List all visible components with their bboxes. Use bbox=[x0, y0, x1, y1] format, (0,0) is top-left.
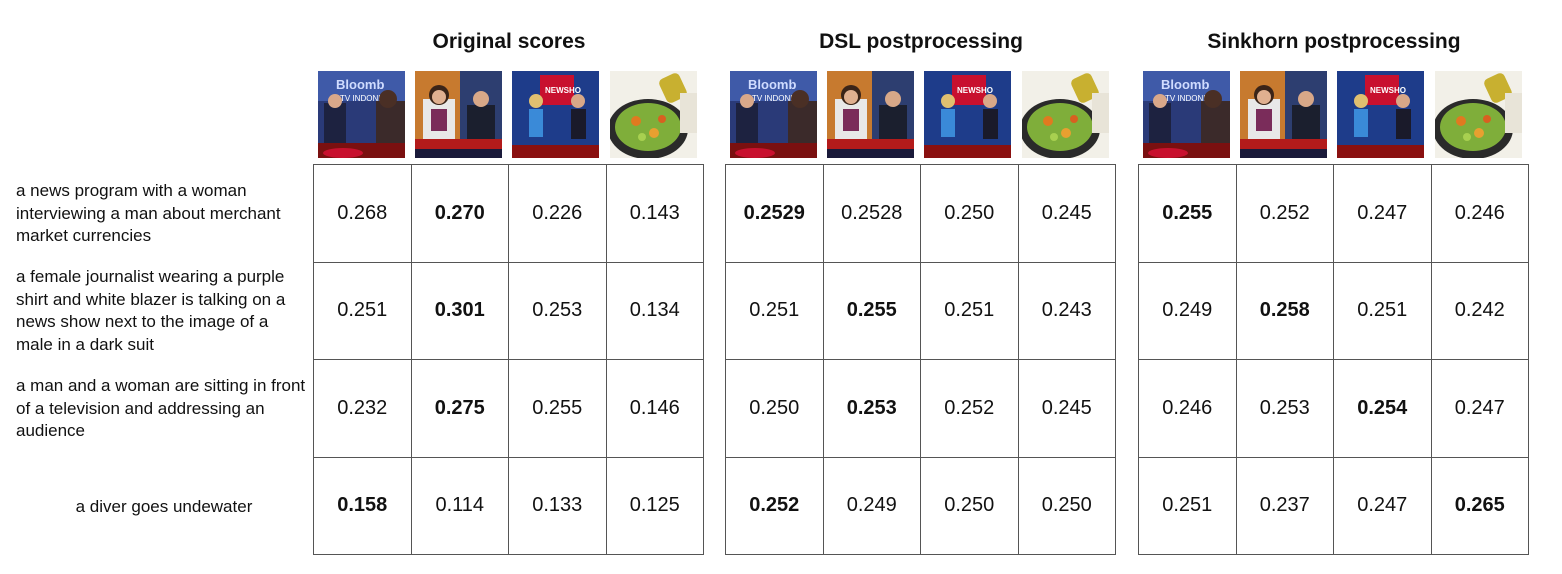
bloomberg-news-thumbnail: Bloomb TV INDONESI bbox=[730, 71, 817, 158]
score-cell: 0.253 bbox=[1236, 360, 1334, 458]
score-cell: 0.255 bbox=[509, 360, 607, 458]
score-cell: 0.252 bbox=[921, 360, 1019, 458]
score-grid: 0.268 0.270 0.226 0.143 0.251 0.301 0.253 0.134… bbox=[313, 164, 704, 555]
caption-row-2: a female journalist wearing a purple shi… bbox=[16, 267, 286, 354]
score-cell: 0.254 bbox=[1334, 360, 1432, 458]
svg-text:TV INDONESI: TV INDONESI bbox=[1165, 94, 1216, 103]
svg-text:TV INDONESI: TV INDONESI bbox=[340, 94, 391, 103]
bloomberg-news-thumbnail: Bloomb TV INDONESI bbox=[1143, 71, 1230, 158]
score-cell: 0.250 bbox=[921, 457, 1019, 555]
score-cell: 0.245 bbox=[1018, 360, 1116, 458]
news-anchors-thumbnail bbox=[827, 71, 914, 158]
stir-fry-thumbnail bbox=[1022, 71, 1109, 158]
score-cell: 0.275 bbox=[411, 360, 509, 458]
svg-text:TV INDONESI: TV INDONESI bbox=[752, 94, 803, 103]
score-cell: 0.250 bbox=[921, 165, 1019, 263]
panel-title: DSL postprocessing bbox=[819, 30, 1023, 53]
stir-fry-thumbnail bbox=[1435, 71, 1522, 158]
panel-sinkhorn: Sinkhorn postprocessing Bloomb TV INDONES… bbox=[1138, 0, 1530, 574]
score-cell: 0.246 bbox=[1431, 165, 1529, 263]
score-cell: 0.232 bbox=[314, 360, 412, 458]
score-cell: 0.251 bbox=[921, 262, 1019, 360]
image-strip: Bloomb TV INDONESI NEWSHO bbox=[1143, 71, 1533, 159]
svg-text:Bloomb: Bloomb bbox=[336, 77, 384, 92]
panel-original: Original scores Bloomb TV INDONESI NEWSHO … bbox=[313, 0, 705, 574]
caption-row-4: a diver goes undewater bbox=[75, 497, 253, 516]
score-cell: 0.250 bbox=[1018, 457, 1116, 555]
score-cell: 0.253 bbox=[823, 360, 921, 458]
panel-title: Original scores bbox=[432, 30, 586, 53]
score-cell: 0.247 bbox=[1431, 360, 1529, 458]
stir-fry-thumbnail bbox=[610, 71, 697, 158]
svg-text:Bloomb: Bloomb bbox=[1161, 77, 1209, 92]
news-show-thumbnail: NEWSHO bbox=[1337, 71, 1424, 158]
svg-text:NEWSHO: NEWSHO bbox=[957, 86, 993, 95]
score-cell: 0.251 bbox=[726, 262, 824, 360]
score-cell: 0.301 bbox=[411, 262, 509, 360]
score-cell: 0.268 bbox=[314, 165, 412, 263]
score-cell: 0.2528 bbox=[823, 165, 921, 263]
score-cell: 0.265 bbox=[1431, 457, 1529, 555]
score-cell: 0.251 bbox=[314, 262, 412, 360]
panel-title: Sinkhorn postprocessing bbox=[1207, 30, 1461, 53]
score-cell: 0.250 bbox=[726, 360, 824, 458]
bloomberg-news-thumbnail: Bloomb TV INDONESI bbox=[318, 71, 405, 158]
score-cell: 0.242 bbox=[1431, 262, 1529, 360]
score-cell: 0.158 bbox=[314, 457, 412, 555]
score-cell: 0.253 bbox=[509, 262, 607, 360]
score-cell: 0.251 bbox=[1334, 262, 1432, 360]
score-grid: 0.2529 0.2528 0.250 0.245 0.251 0.255 0.251 0.2… bbox=[725, 164, 1116, 555]
score-cell: 0.114 bbox=[411, 457, 509, 555]
score-cell: 0.134 bbox=[606, 262, 704, 360]
score-cell: 0.258 bbox=[1236, 262, 1334, 360]
news-anchors-thumbnail bbox=[415, 71, 502, 158]
caption-row-1: a news program with a woman interviewing… bbox=[16, 181, 281, 245]
news-show-thumbnail: NEWSHO bbox=[924, 71, 1011, 158]
score-cell: 0.246 bbox=[1139, 360, 1237, 458]
score-cell: 0.249 bbox=[1139, 262, 1237, 360]
svg-text:NEWSHO: NEWSHO bbox=[545, 86, 581, 95]
score-cell: 0.247 bbox=[1334, 457, 1432, 555]
svg-text:Bloomb: Bloomb bbox=[748, 77, 796, 92]
score-cell: 0.251 bbox=[1139, 457, 1237, 555]
score-cell: 0.125 bbox=[606, 457, 704, 555]
score-cell: 0.255 bbox=[1139, 165, 1237, 263]
panel-dsl: DSL postprocessing Bloomb TV INDONESI NEWS… bbox=[725, 0, 1117, 574]
score-cell: 0.243 bbox=[1018, 262, 1116, 360]
score-cell: 0.146 bbox=[606, 360, 704, 458]
score-cell: 0.270 bbox=[411, 165, 509, 263]
score-cell: 0.237 bbox=[1236, 457, 1334, 555]
caption-row-3: a man and a woman are sitting in front o… bbox=[16, 376, 306, 440]
score-cell: 0.252 bbox=[726, 457, 824, 555]
score-cell: 0.249 bbox=[823, 457, 921, 555]
svg-text:NEWSHO: NEWSHO bbox=[1370, 86, 1406, 95]
score-grid: 0.255 0.252 0.247 0.246 0.249 0.258 0.251 0.242… bbox=[1138, 164, 1529, 555]
score-cell: 0.133 bbox=[509, 457, 607, 555]
score-cell: 0.2529 bbox=[726, 165, 824, 263]
image-strip: Bloomb TV INDONESI NEWSHO bbox=[318, 71, 708, 159]
score-cell: 0.245 bbox=[1018, 165, 1116, 263]
image-strip: Bloomb TV INDONESI NEWSHO bbox=[730, 71, 1120, 159]
score-cell: 0.255 bbox=[823, 262, 921, 360]
score-cell: 0.226 bbox=[509, 165, 607, 263]
score-cell: 0.247 bbox=[1334, 165, 1432, 263]
news-show-thumbnail: NEWSHO bbox=[512, 71, 599, 158]
news-anchors-thumbnail bbox=[1240, 71, 1327, 158]
score-cell: 0.143 bbox=[606, 165, 704, 263]
score-cell: 0.252 bbox=[1236, 165, 1334, 263]
